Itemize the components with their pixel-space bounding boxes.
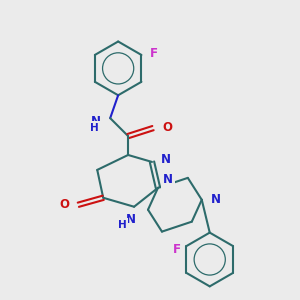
Text: F: F: [172, 242, 181, 256]
Text: O: O: [162, 121, 172, 134]
Text: F: F: [149, 47, 158, 60]
Text: N: N: [91, 115, 101, 128]
Text: O: O: [59, 198, 69, 211]
Text: H: H: [118, 220, 127, 230]
Text: N: N: [126, 213, 136, 226]
Text: H: H: [90, 123, 99, 133]
Text: N: N: [211, 193, 221, 206]
Text: N: N: [161, 154, 171, 166]
Text: N: N: [163, 173, 173, 186]
